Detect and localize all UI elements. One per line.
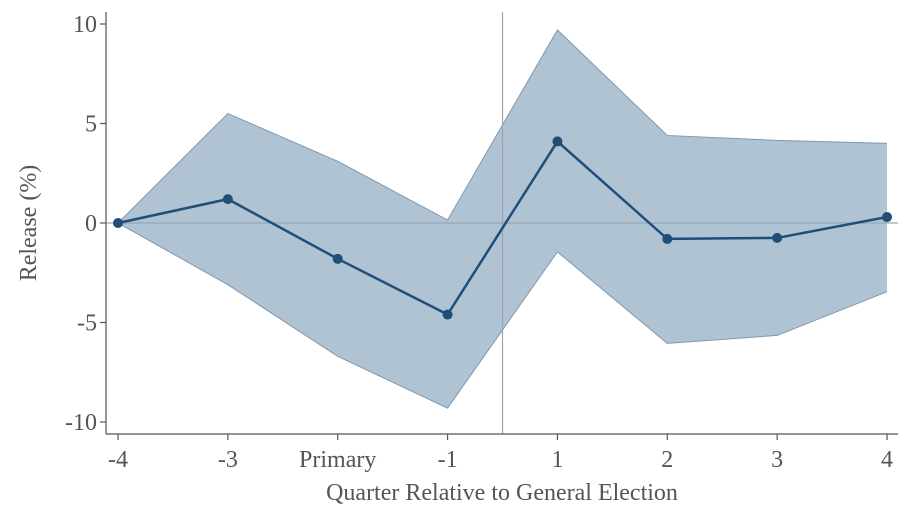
series-line [117,139,888,317]
x-tick-label: 2 [661,447,673,473]
x-tick-label: 4 [881,447,893,473]
reference-lines [106,12,898,434]
x-tick-label: -4 [108,447,128,473]
x-tick-label: 1 [551,447,563,473]
y-tick-label: -5 [77,311,97,337]
data-point [882,212,893,223]
x-axis-title: Quarter Relative to General Election [326,480,678,506]
data-point [662,233,673,244]
data-point [222,194,233,205]
y-tick-label: 10 [73,12,97,38]
y-tick-label: 0 [85,211,97,237]
x-tick-label: 3 [771,447,783,473]
x-tick-label: -1 [438,447,458,473]
data-point [772,232,783,243]
y-axis: 10 5 0 -5 -10 [65,12,107,436]
series-layer [113,136,893,320]
data-point [113,218,123,228]
x-tick-label: -3 [218,447,238,473]
data-point [552,136,563,147]
x-axis: -4 -3 Primary -1 1 2 3 4 [106,433,898,473]
x-tick-label: Primary [299,447,376,473]
y-tick-label: 5 [85,112,97,138]
y-tick-label: -10 [65,410,97,436]
y-axis-title: Release (%) [16,165,42,282]
data-point [332,253,343,264]
data-point [442,309,453,320]
